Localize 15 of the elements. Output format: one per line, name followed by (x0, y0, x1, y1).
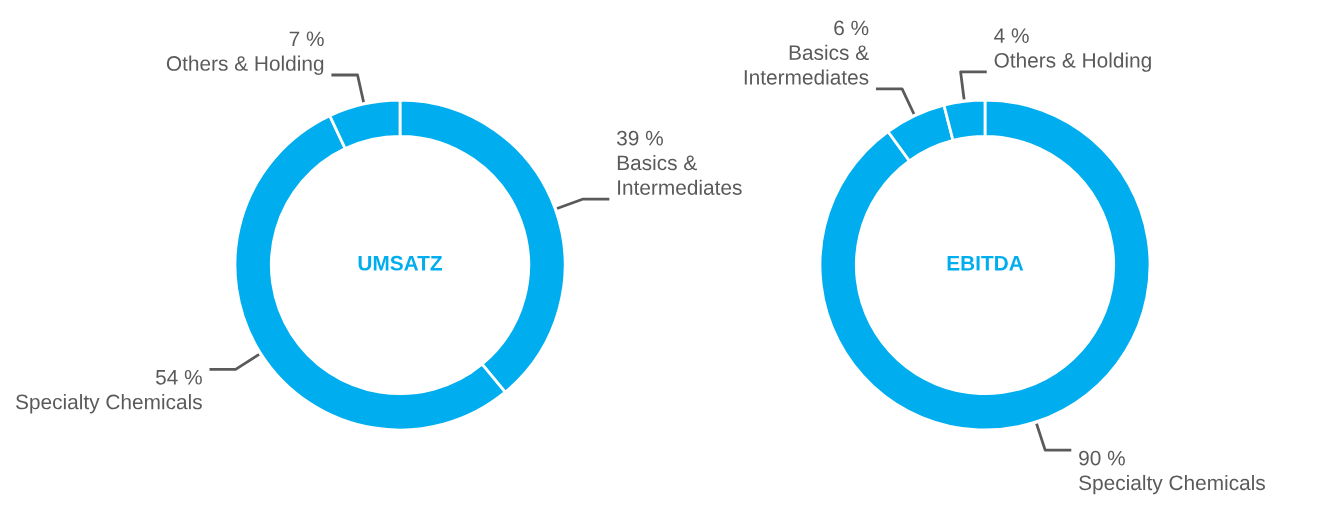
slice-label: Others & Holding (166, 55, 324, 75)
data-label: 7 % (289, 31, 324, 47)
slice-label: Basics & Intermediates (744, 44, 869, 85)
donut-slice (818, 98, 1152, 432)
slice-label: Others & Holding (994, 52, 1151, 72)
slice-label: Specialty Chemicals (15, 394, 202, 414)
slice-label: Basics & Intermediates (617, 154, 742, 195)
text: UMSATZ (358, 255, 443, 271)
data-label: 54 % (155, 369, 202, 385)
data-label: 39 % (616, 130, 663, 146)
text: EBITDA (947, 256, 1024, 271)
data-label: 90 % (1079, 450, 1125, 466)
data-label: 6 % (834, 20, 869, 36)
slice-label: Specialty Chemicals (1079, 474, 1265, 495)
data-label: 4 % (994, 28, 1029, 43)
